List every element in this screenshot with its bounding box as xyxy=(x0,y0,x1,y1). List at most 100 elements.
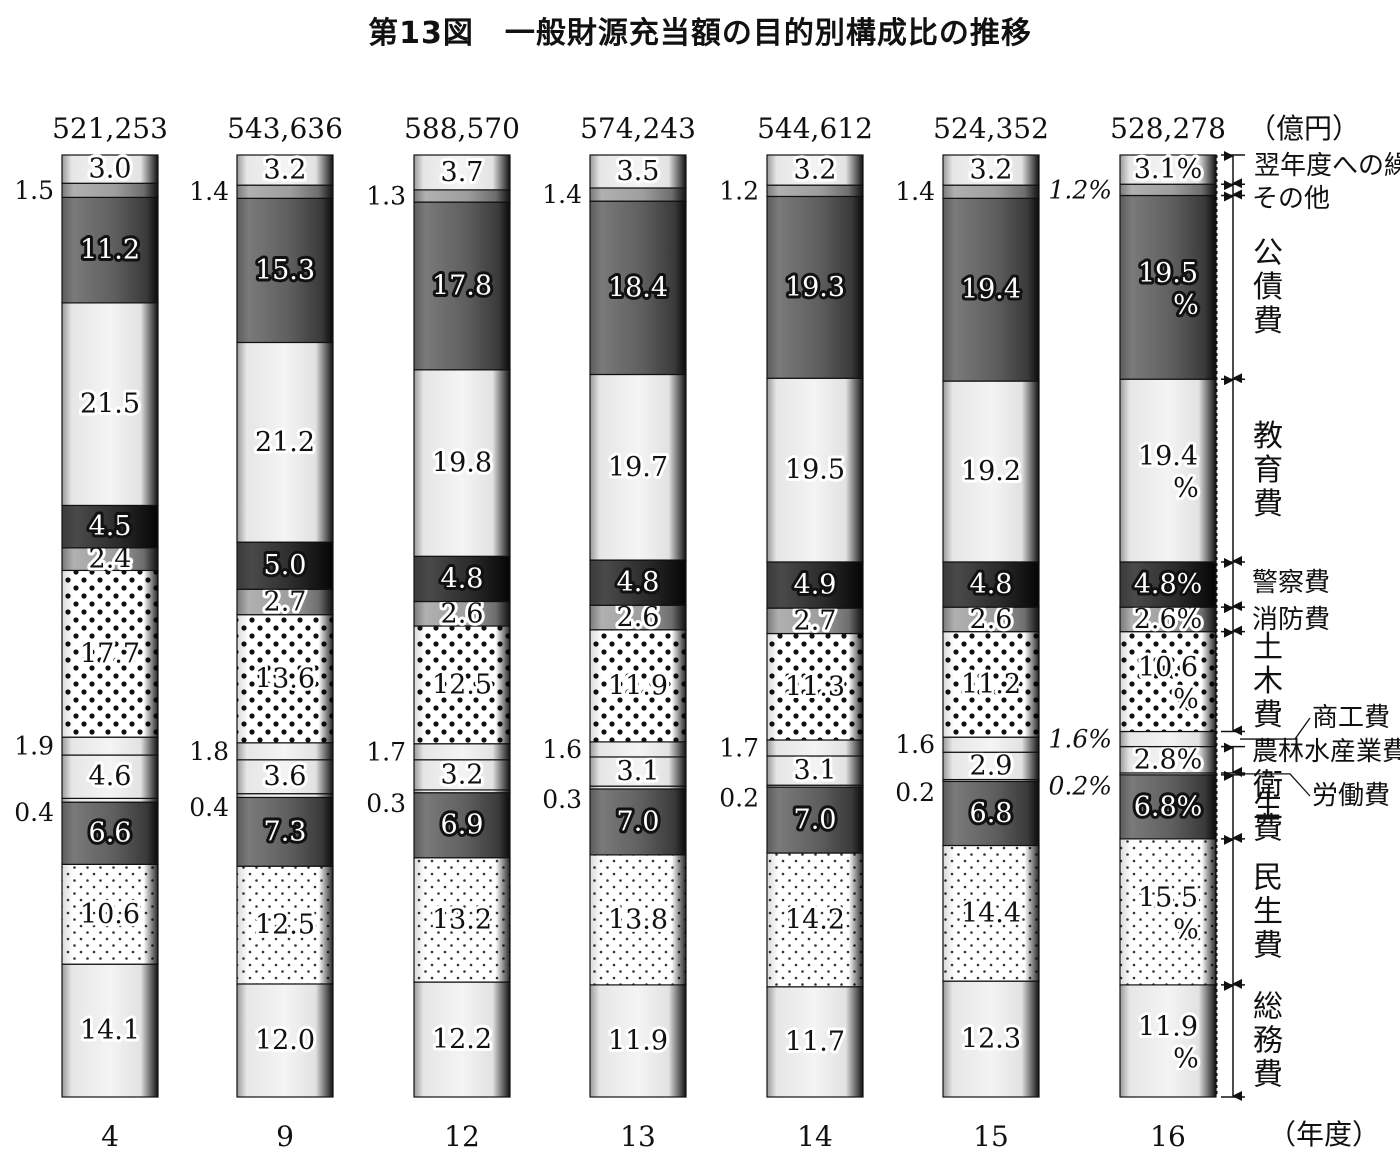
value-label-halo: 13.2 xyxy=(432,904,492,935)
bar-segment xyxy=(589,154,687,189)
value-label-halo: 4.8 xyxy=(970,569,1013,600)
side-value-label: 1.6% xyxy=(1048,725,1112,754)
value-label-halo: 6.8% xyxy=(1134,791,1203,822)
value-label: 13.6 xyxy=(255,663,315,694)
bar-segment-shade xyxy=(237,866,333,984)
value-label: 19.4 xyxy=(1138,441,1198,472)
side-value-label: 1.6 xyxy=(895,730,935,759)
side-value-label: 1.3 xyxy=(366,181,406,210)
legend-vertical-char: 費 xyxy=(1253,698,1283,733)
value-label: 7.0 xyxy=(794,805,837,836)
value-label: 11.9 xyxy=(1138,1011,1198,1042)
value-label-halo: 11.3 xyxy=(785,671,845,702)
value-label-halo: 11.2 xyxy=(961,669,1021,700)
value-label: 2.8% xyxy=(1134,744,1203,775)
value-label: 3.2 xyxy=(970,155,1013,186)
value-label: 19.5 xyxy=(785,455,845,486)
total-label: 588,570 xyxy=(404,112,520,145)
value-label: 14.2 xyxy=(785,904,845,935)
bar-segment-shade xyxy=(237,614,333,743)
bar-segment xyxy=(766,607,864,635)
bar-segment xyxy=(61,196,159,304)
value-label: 6.8% xyxy=(1134,791,1203,822)
total-label: 544,612 xyxy=(757,112,873,145)
legend-vertical-char: 費 xyxy=(1253,928,1283,963)
bar-segment xyxy=(589,984,687,1098)
value-label-halo: 2.8% xyxy=(1134,744,1203,775)
value-label-halo: % xyxy=(1173,684,1199,715)
value-label-halo: 3.7 xyxy=(441,157,484,188)
value-label: 2.7 xyxy=(794,605,837,636)
value-label-halo: 3.1 xyxy=(794,755,837,786)
bar-segment xyxy=(236,759,334,795)
chart-title: 第13図 一般財源充当額の目的別構成比の推移 xyxy=(368,16,1032,51)
side-value-label: 0.4 xyxy=(14,798,54,827)
value-label: 2.7 xyxy=(264,586,307,617)
total-label: 528,278 xyxy=(1110,112,1226,145)
bar-segment xyxy=(1119,378,1217,563)
legend-label: 農林水産業費 xyxy=(1252,737,1400,767)
value-label: 19.7 xyxy=(608,452,668,483)
value-label: 11.2 xyxy=(961,669,1021,700)
value-label: 3.1% xyxy=(1134,154,1203,185)
value-label-halo: 12.2 xyxy=(432,1024,492,1055)
value-label: 13.8 xyxy=(608,904,668,935)
bar-segment xyxy=(766,184,864,198)
bar-segment xyxy=(589,741,687,758)
value-label: 11.3 xyxy=(785,671,845,702)
bar-segment xyxy=(766,154,864,186)
value-label-halo: 19.4 xyxy=(961,274,1021,305)
value-label-halo: 3.2 xyxy=(441,759,484,790)
value-label-halo: 19.5 xyxy=(1138,258,1198,289)
bar-segment xyxy=(589,604,687,631)
legend-label: その他 xyxy=(1252,184,1330,214)
year-label: 13 xyxy=(620,1120,656,1153)
legend-vertical-char: 生 xyxy=(1253,789,1283,824)
value-label-halo: 3.2 xyxy=(794,155,837,186)
bar-segment xyxy=(942,736,1040,753)
value-label: % xyxy=(1173,684,1199,715)
legend-vertical-char: 費 xyxy=(1253,304,1283,339)
value-label-halo: 4.8% xyxy=(1134,569,1203,600)
bar-segment xyxy=(942,780,1040,847)
bar-segment xyxy=(1119,774,1217,840)
side-value-label: 1.2 xyxy=(719,176,759,205)
legend-vertical-char: 土 xyxy=(1253,630,1283,665)
bar-segment xyxy=(942,197,1040,382)
bar-segment xyxy=(942,561,1040,608)
value-label: 6.8 xyxy=(970,798,1013,829)
value-label-halo: 13.6 xyxy=(255,663,315,694)
bar-segment-shade xyxy=(590,629,686,742)
legend-vertical-char: 費 xyxy=(1253,811,1283,846)
total-label: 543,636 xyxy=(227,112,343,145)
legend-vertical-char: 費 xyxy=(1253,487,1283,522)
bar-segment xyxy=(766,561,864,609)
value-label-halo: 12.3 xyxy=(961,1024,1021,1055)
bar-segment xyxy=(236,184,334,199)
value-label-halo: 14.1 xyxy=(80,1015,140,1046)
legend-leader-line xyxy=(1240,717,1311,740)
value-label: 12.5 xyxy=(255,910,315,941)
bar-segment xyxy=(413,369,511,557)
value-label-halo: 19.2 xyxy=(961,456,1021,487)
bar-segment-shade xyxy=(1120,838,1216,985)
value-label-halo: 4.5 xyxy=(89,511,132,542)
value-label: 3.0 xyxy=(89,154,132,185)
year-label: 4 xyxy=(101,1120,119,1153)
value-label-halo: 19.8 xyxy=(432,448,492,479)
value-label: 6.6 xyxy=(89,818,132,849)
bar-segment xyxy=(1119,154,1217,185)
bar-segment xyxy=(413,201,511,371)
value-label: 11.2 xyxy=(80,235,140,266)
value-label: % xyxy=(1173,473,1199,504)
value-label-halo: 19.5 xyxy=(785,455,845,486)
value-label-halo: 11.2 xyxy=(80,235,140,266)
value-label: 4.8 xyxy=(970,569,1013,600)
value-label-halo: 2.9 xyxy=(970,750,1013,781)
side-value-label: 1.7 xyxy=(366,737,406,766)
side-value-label: 0.2% xyxy=(1048,771,1112,800)
bar-segment-shade xyxy=(1120,631,1216,732)
value-label-halo: 4.9 xyxy=(794,570,837,601)
value-label-halo: 18.4 xyxy=(608,272,668,303)
